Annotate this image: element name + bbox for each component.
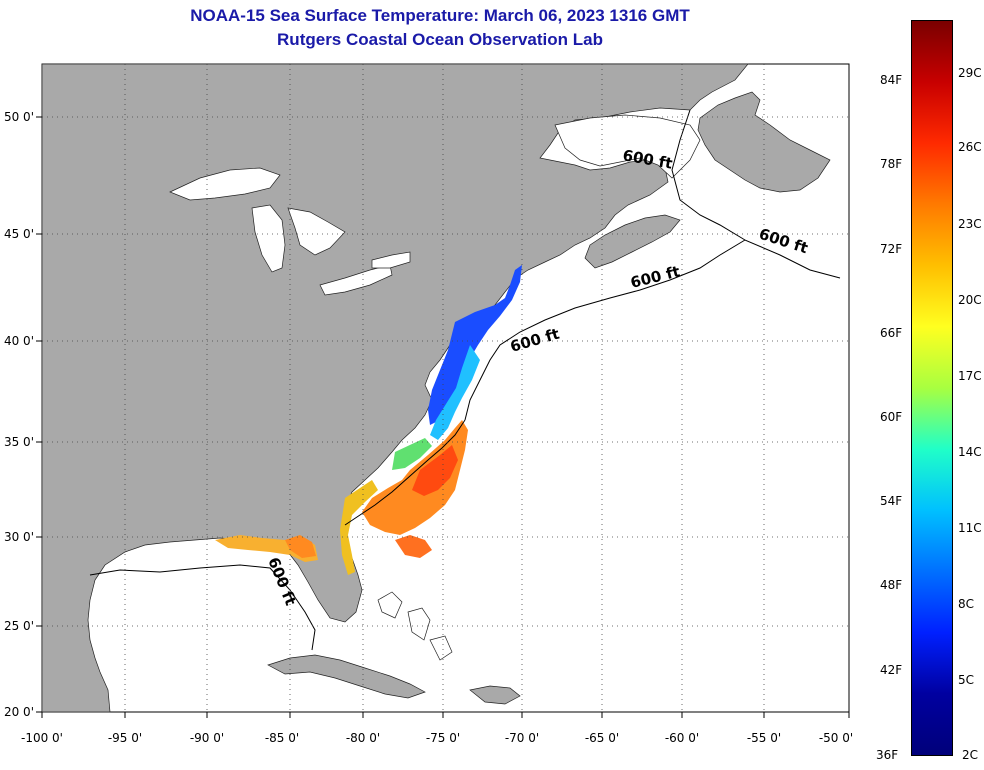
map-subtitle: Rutgers Coastal Ocean Observation Lab	[277, 30, 603, 49]
colorbar-c-label: 8C	[958, 597, 975, 611]
colorbar-f-label: 84F	[880, 73, 903, 87]
colorbar-c-label: 5C	[958, 673, 975, 687]
lon-tick-label: -80 0'	[346, 731, 380, 745]
colorbar-c-label: 2C	[962, 748, 979, 762]
lon-tick-label: -95 0'	[108, 731, 142, 745]
lon-tick-label: -90 0'	[190, 731, 224, 745]
newfoundland-land	[697, 91, 831, 193]
lon-tick-label: -50 0'	[819, 731, 853, 745]
temperature-colorbar	[911, 20, 953, 756]
nova-scotia-land	[584, 214, 681, 269]
hispaniola-land	[469, 685, 521, 705]
sst-mid-shelf	[430, 345, 480, 440]
isobath-600ft	[89, 109, 841, 651]
lon-tick-label: -75 0'	[426, 731, 460, 745]
lat-tick-label: 45 0'	[4, 227, 34, 241]
sst-gulf-coast-orange	[285, 535, 316, 558]
sst-cold-shelf	[428, 265, 522, 425]
colorbar-f-label: 36F	[876, 748, 899, 762]
colorbar-c-label: 11C	[958, 521, 982, 535]
cuba-land	[267, 654, 426, 699]
colorbar-f-label: 78F	[880, 157, 903, 171]
lon-tick-label: -55 0'	[747, 731, 781, 745]
colorbar-f-label: 42F	[880, 663, 903, 677]
colorbar-c-label: 17C	[958, 369, 982, 383]
lat-tick-label: 40 0'	[4, 334, 34, 348]
colorbar-f-label: 60F	[880, 410, 903, 424]
colorbar-c-label: 14C	[958, 445, 982, 459]
lon-tick-labels: -100 0' -95 0' -90 0' -85 0' -80 0' -75 …	[21, 731, 853, 745]
colorbar-f-label: 48F	[880, 578, 903, 592]
colorbar-c-label: 20C	[958, 293, 982, 307]
lon-tick-label: -85 0'	[265, 731, 299, 745]
colorbar-c-label: 23C	[958, 217, 982, 231]
axis-ticks	[36, 116, 850, 718]
north-america-land	[41, 63, 749, 713]
lon-tick-label: -60 0'	[665, 731, 699, 745]
map-title: NOAA-15 Sea Surface Temperature: March 0…	[190, 6, 690, 25]
lat-tick-labels: 50 0' 45 0' 40 0' 35 0' 30 0' 25 0' 20 0…	[4, 110, 34, 719]
lat-tick-label: 30 0'	[4, 530, 34, 544]
sst-southeast-shelf	[340, 480, 378, 575]
lat-tick-label: 25 0'	[4, 619, 34, 633]
colorbar-f-label: 66F	[880, 326, 903, 340]
lat-tick-label: 50 0'	[4, 110, 34, 124]
colorbar-c-label: 26C	[958, 140, 982, 154]
colorbar-c-label: 29C	[958, 66, 982, 80]
graticule	[42, 64, 849, 712]
great-lakes	[169, 167, 411, 296]
st-lawrence-water	[554, 114, 701, 179]
lon-tick-label: -65 0'	[585, 731, 619, 745]
lon-tick-label: -100 0'	[21, 731, 63, 745]
lon-tick-label: -70 0'	[505, 731, 539, 745]
colorbar-f-label: 54F	[880, 494, 903, 508]
sst-scatter	[395, 535, 432, 558]
bahamas-outline	[377, 591, 453, 661]
colorbar-f-label: 72F	[880, 242, 903, 256]
lat-tick-label: 20 0'	[4, 705, 34, 719]
sst-gulf-stream-red	[412, 445, 458, 496]
lat-tick-label: 35 0'	[4, 435, 34, 449]
sst-transition	[392, 438, 432, 470]
